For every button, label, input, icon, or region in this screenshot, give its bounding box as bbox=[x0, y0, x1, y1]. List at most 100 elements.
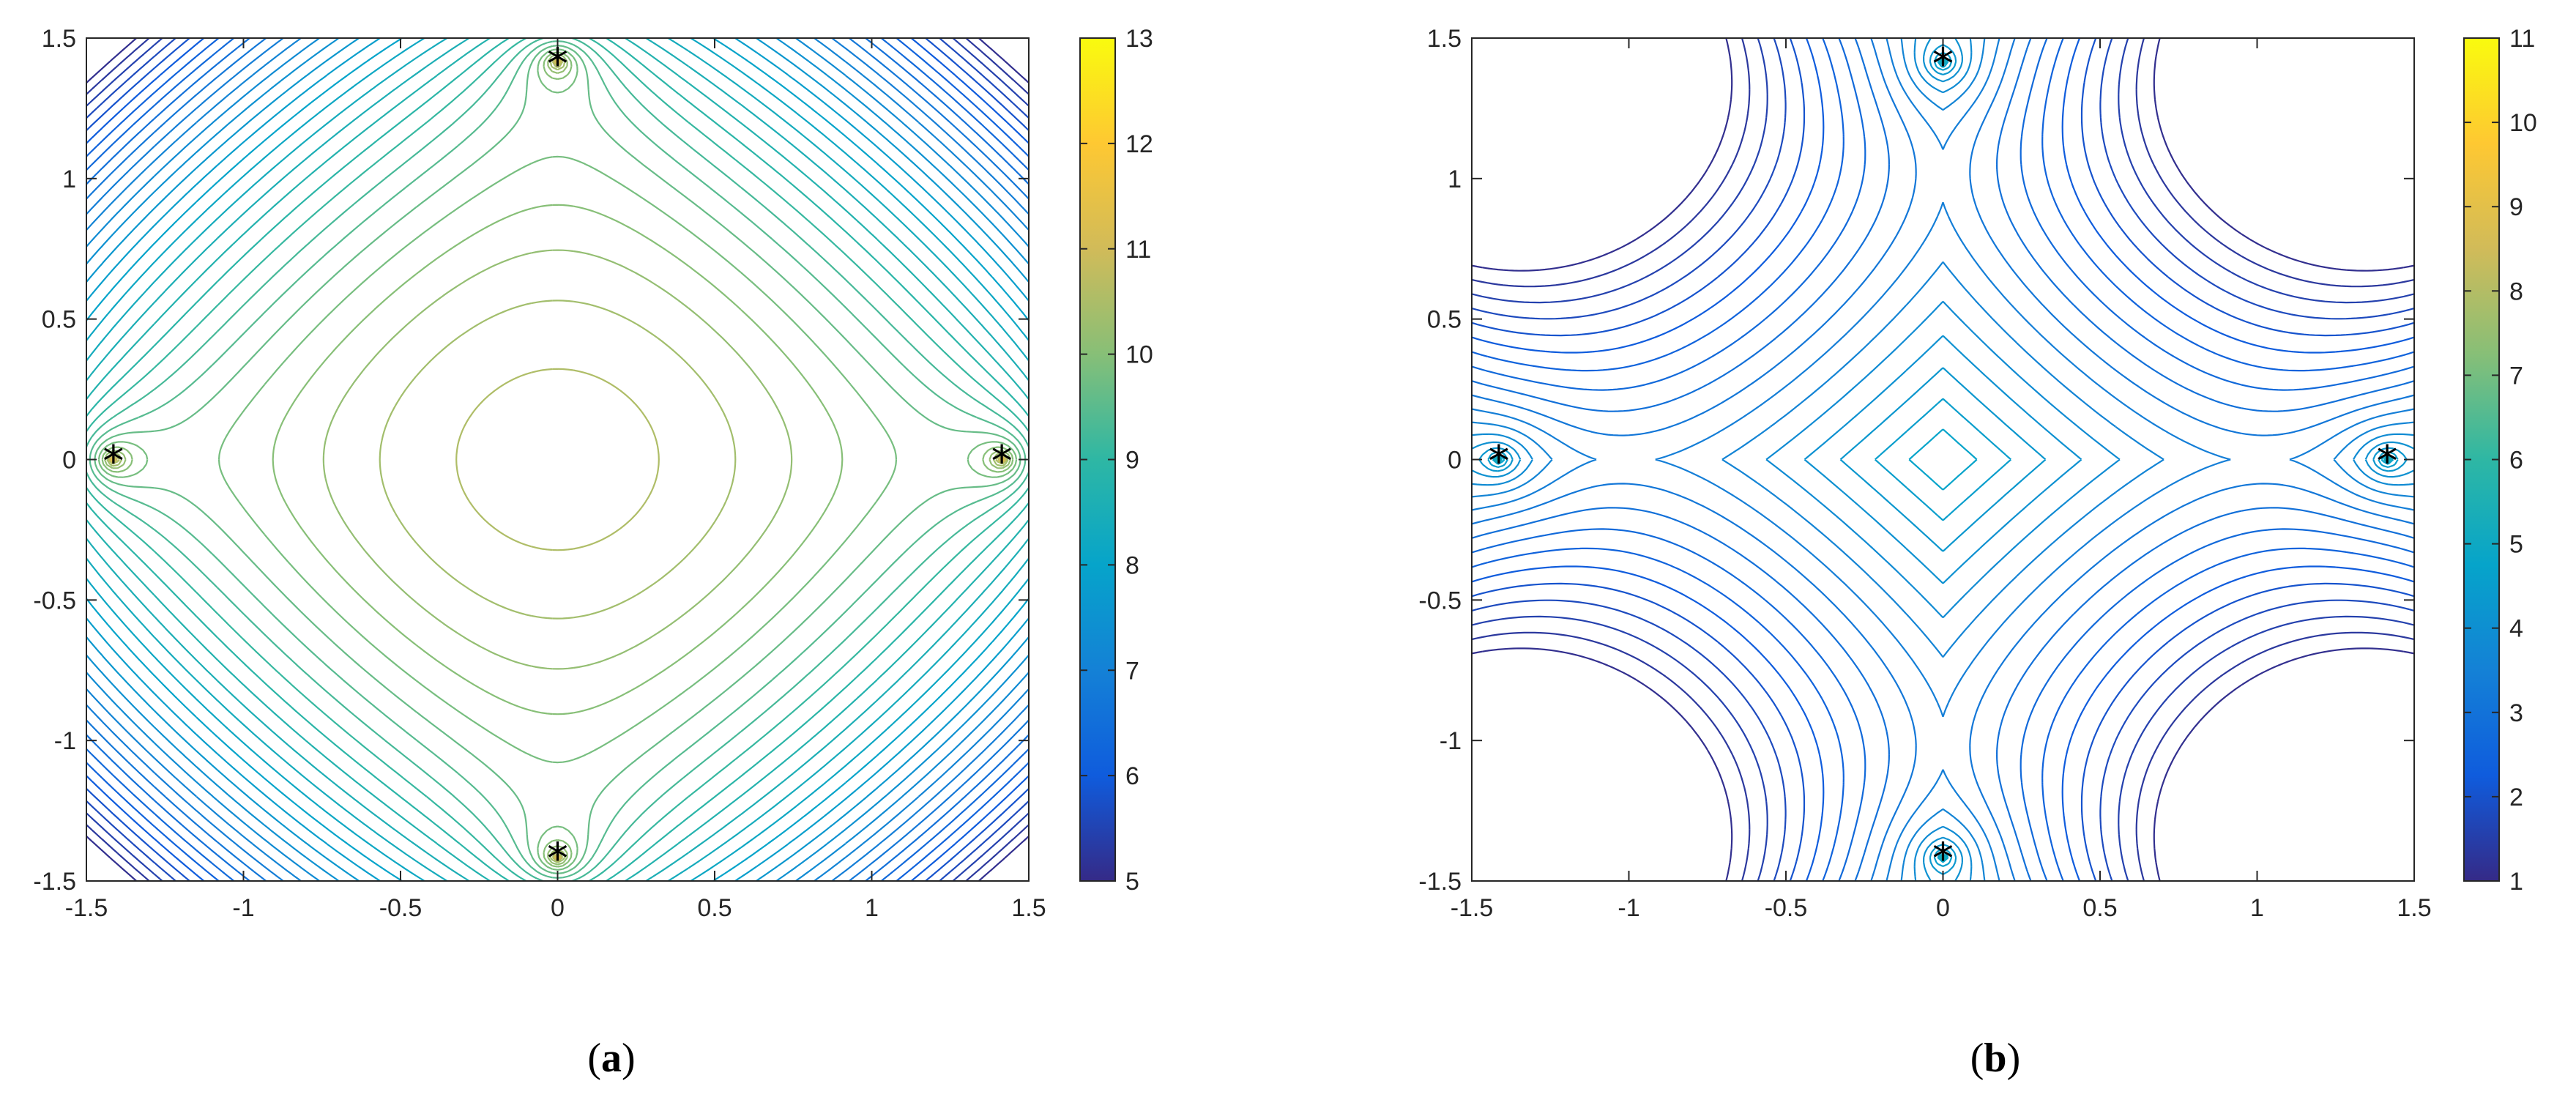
contour-line bbox=[86, 38, 1029, 881]
contour-line bbox=[1492, 56, 2394, 863]
x-tick-label: -1 bbox=[1618, 894, 1639, 922]
caption-b: (b) bbox=[1970, 1036, 2020, 1081]
contour-line bbox=[1472, 38, 2414, 881]
x-tick-label: 1.5 bbox=[2397, 894, 2431, 922]
contour-panel-a: -1.5 -1 -0.5 0 0.5 1 1.51.510.50-0.5-1-1.5 * **… bbox=[33, 25, 1153, 1081]
contour-line bbox=[108, 57, 1008, 862]
contour-line bbox=[1472, 38, 2414, 881]
pole-marker: * bbox=[1932, 833, 1954, 883]
y-tick-label: -1 bbox=[54, 727, 76, 755]
pole-marker: * bbox=[2377, 436, 2398, 486]
contour-line bbox=[101, 51, 1014, 868]
x-tick-label: 1 bbox=[865, 894, 879, 922]
contour-line bbox=[86, 38, 1029, 881]
contour-line bbox=[94, 45, 1021, 874]
contour-line bbox=[86, 38, 1029, 881]
x-tick-label: 1.5 bbox=[1011, 894, 1046, 922]
contour-panel-b: -1.5 -1 -0.5 0 0.5 1 1.51.510.50-0.5-1-1.5 * **… bbox=[1418, 25, 2536, 1081]
contour-lines-a bbox=[86, 38, 1029, 881]
contour-line bbox=[109, 58, 1006, 861]
pole-marker: * bbox=[991, 436, 1013, 486]
contour-line bbox=[86, 38, 1029, 881]
contour-line bbox=[1472, 38, 2414, 881]
colorbar-tick-label: 9 bbox=[1125, 447, 1139, 475]
colorbar-tick-label: 11 bbox=[1125, 236, 1151, 264]
contour-lines-b bbox=[1472, 38, 2414, 881]
x-tick-label: 0.5 bbox=[2082, 894, 2117, 922]
y-tick-label: 1 bbox=[1448, 166, 1462, 193]
colorbar-tick-label: 7 bbox=[1125, 657, 1139, 685]
y-tick-label: -1.5 bbox=[1418, 868, 1462, 896]
contour-line bbox=[86, 38, 1029, 881]
colorbar-tick-label: 11 bbox=[2509, 25, 2535, 53]
y-tick-label: 0 bbox=[1448, 447, 1462, 475]
colorbar-tick-label: 9 bbox=[2509, 193, 2523, 221]
colorbar-tick-label: 10 bbox=[2509, 109, 2537, 137]
x-tick-label: -1.5 bbox=[1451, 894, 1494, 922]
contour-line bbox=[97, 48, 1018, 871]
ticks-a: -1.5 -1 -0.5 0 0.5 1 1.5 1.5 1 0.5 0 -0.5 -1 -1.5 bbox=[33, 25, 1046, 922]
x-tick-label: 1 bbox=[2250, 894, 2264, 922]
contour-line bbox=[1472, 38, 2414, 881]
pole-marker: * bbox=[547, 833, 568, 883]
contour-line bbox=[86, 38, 1029, 881]
y-tick-label: -1.5 bbox=[33, 868, 76, 896]
contour-line bbox=[86, 38, 1029, 881]
contour-line bbox=[1472, 38, 2414, 881]
contour-line bbox=[111, 60, 1004, 859]
y-tick-label: 0.5 bbox=[42, 306, 76, 334]
y-tick-label: -0.5 bbox=[1418, 587, 1462, 614]
x-tick-label: 0 bbox=[551, 894, 565, 922]
colorbar-tick-label: 5 bbox=[2509, 531, 2523, 559]
x-tick-label: -0.5 bbox=[1765, 894, 1808, 922]
colorbar-tick-label: 1 bbox=[2509, 868, 2523, 896]
y-tick-label: 1.5 bbox=[42, 25, 76, 53]
contour-line bbox=[107, 56, 1008, 863]
contour-line bbox=[1472, 38, 2414, 881]
colorbar-tick-label: 13 bbox=[1125, 25, 1153, 53]
colorbar-tick-label: 8 bbox=[2509, 278, 2523, 305]
contour-line bbox=[86, 38, 1029, 881]
colorbar-tick-label: 5 bbox=[1125, 868, 1139, 896]
contour-line bbox=[1472, 38, 2414, 881]
pole-marker: * bbox=[103, 436, 124, 486]
markers-b: * * * * bbox=[1488, 39, 2397, 883]
x-tick-label: -1 bbox=[232, 894, 254, 922]
contour-line bbox=[103, 53, 1012, 866]
colorbar-ticks-a: 13 12 11 10 9 8 7 6 5 bbox=[1080, 25, 1153, 896]
y-tick-label: 0 bbox=[62, 447, 76, 475]
y-tick-label: 0.5 bbox=[1427, 306, 1462, 334]
plot-frame-b bbox=[1471, 37, 2415, 882]
contour-line bbox=[86, 38, 1029, 881]
contour-line bbox=[106, 56, 1009, 863]
colorbar-ticks-b: 11 10 9 8 7 6 5 4 3 2 1 bbox=[2464, 25, 2537, 896]
caption-a: (a) bbox=[587, 1036, 635, 1081]
contour-line bbox=[1494, 58, 2391, 861]
contour-line bbox=[1472, 38, 2414, 881]
x-tick-label: 0.5 bbox=[697, 894, 732, 922]
contour-line bbox=[111, 59, 1005, 860]
contour-line bbox=[86, 38, 1029, 881]
colorbar-tick-label: 8 bbox=[1125, 551, 1139, 579]
x-tick-label: -0.5 bbox=[379, 894, 422, 922]
colorbar-tick-label: 3 bbox=[2509, 699, 2523, 727]
contour-line bbox=[86, 38, 1029, 881]
contour-line bbox=[86, 38, 1029, 881]
colorbar-tick-label: 6 bbox=[1125, 762, 1139, 790]
contour-line bbox=[86, 38, 1029, 881]
contour-line bbox=[1472, 38, 2414, 881]
pole-marker: * bbox=[1488, 436, 1509, 486]
ticks-b: -1.5 -1 -0.5 0 0.5 1 1.5 1.5 1 0.5 0 -0.5 -1 -1.5 bbox=[1418, 25, 2431, 922]
contour-line bbox=[1472, 38, 2414, 881]
contour-line bbox=[1487, 52, 2399, 867]
contour-line bbox=[86, 38, 1029, 881]
contour-line bbox=[110, 59, 1005, 860]
contour-line bbox=[86, 38, 1029, 881]
y-tick-label: 1.5 bbox=[1427, 25, 1462, 53]
colorbar-tick-label: 7 bbox=[2509, 362, 2523, 390]
contour-line bbox=[86, 38, 1029, 881]
contour-line bbox=[86, 38, 1029, 881]
x-tick-label: -1.5 bbox=[65, 894, 108, 922]
pole-marker: * bbox=[547, 39, 568, 89]
